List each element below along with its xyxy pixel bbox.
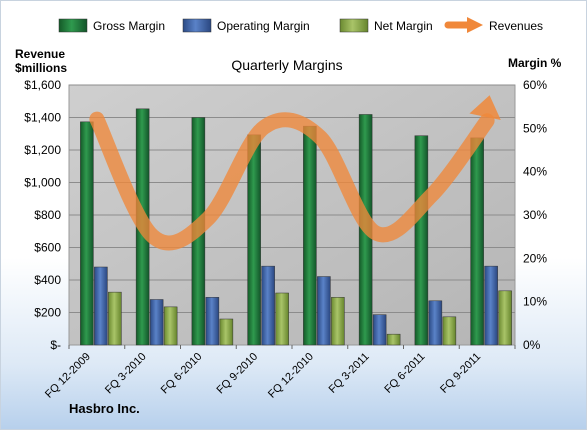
- revenue-line-layer: [89, 95, 501, 251]
- x-tick-label: FQ 6-2011: [382, 351, 427, 396]
- left-tick-label: $1,000: [24, 176, 61, 190]
- left-tick-label: $400: [34, 273, 61, 287]
- x-tick-label: FQ 12-2009: [43, 351, 93, 401]
- legend-swatch: [339, 18, 369, 33]
- left-axis-label-line2: $millions: [15, 61, 67, 75]
- revenues-line: [89, 111, 495, 251]
- left-tick-label: $200: [34, 306, 61, 320]
- legend-swatch: [58, 18, 88, 33]
- net-margin-bar: [108, 291, 122, 346]
- right-tick-label: 30%: [523, 208, 547, 222]
- right-tick-label: 50%: [523, 121, 547, 135]
- net-margin-bar: [275, 292, 289, 346]
- left-tick-label: $800: [34, 208, 61, 222]
- right-axis-label: Margin %: [508, 56, 562, 70]
- x-tick-label: FQ 9-2010: [215, 351, 261, 397]
- left-tick-label: $1,400: [24, 111, 61, 125]
- net-margin-bar: [163, 306, 178, 346]
- operating-margin-bar: [484, 265, 498, 346]
- legend-swatch: [182, 18, 212, 33]
- x-tick-label: FQ 9-2011: [438, 351, 483, 396]
- x-tick-label: FQ 6-2010: [159, 351, 205, 397]
- left-tick-label: $-: [50, 338, 61, 352]
- legend-label: Revenues: [489, 19, 543, 33]
- revenues-arrowhead: [469, 95, 501, 120]
- left-tick-label: $600: [34, 241, 61, 255]
- net-margin-bar: [219, 318, 234, 346]
- net-margin-bar: [498, 290, 512, 346]
- left-tick-label: $1,200: [24, 143, 61, 157]
- gross-margin-bar: [470, 137, 484, 346]
- gross-margin-bar: [303, 125, 317, 346]
- legend: Gross Margin Operating Margin Net Margin Re…: [58, 17, 543, 33]
- legend-revenue-arrow: [467, 17, 483, 33]
- gross-margin-bar: [247, 134, 261, 346]
- operating-margin-bar: [94, 266, 108, 346]
- right-tick-label: 60%: [523, 78, 547, 92]
- company-name: Hasbro Inc.: [69, 401, 140, 416]
- net-margin-bar: [386, 333, 401, 346]
- right-tick-label: 0%: [523, 338, 541, 352]
- legend-label: Gross Margin: [93, 19, 165, 33]
- x-tick-label: FQ 3-2010: [103, 351, 149, 397]
- gross-margin-bar: [80, 121, 94, 346]
- gross-margin-bar: [414, 135, 429, 346]
- operating-margin-bar: [261, 265, 275, 346]
- legend-label: Operating Margin: [217, 19, 310, 33]
- operating-margin-bar: [149, 299, 164, 346]
- net-margin-bar: [442, 316, 457, 346]
- chart-title: Quarterly Margins: [231, 57, 342, 73]
- x-tick-label: FQ 12-2010: [266, 351, 316, 401]
- right-tick-label: 40%: [523, 165, 547, 179]
- right-tick-label: 20%: [523, 251, 547, 265]
- operating-margin-bar: [317, 276, 331, 346]
- operating-margin-bar: [428, 300, 443, 346]
- right-tick-label: 10%: [523, 295, 547, 309]
- x-tick-label: FQ 3-2011: [327, 351, 372, 396]
- net-margin-bar: [331, 297, 345, 346]
- left-axis-label-line1: Revenue: [15, 47, 65, 61]
- operating-margin-bar: [205, 297, 220, 346]
- operating-margin-bar: [372, 314, 387, 346]
- legend-label: Net Margin: [374, 19, 433, 33]
- left-tick-label: $1,600: [24, 78, 61, 92]
